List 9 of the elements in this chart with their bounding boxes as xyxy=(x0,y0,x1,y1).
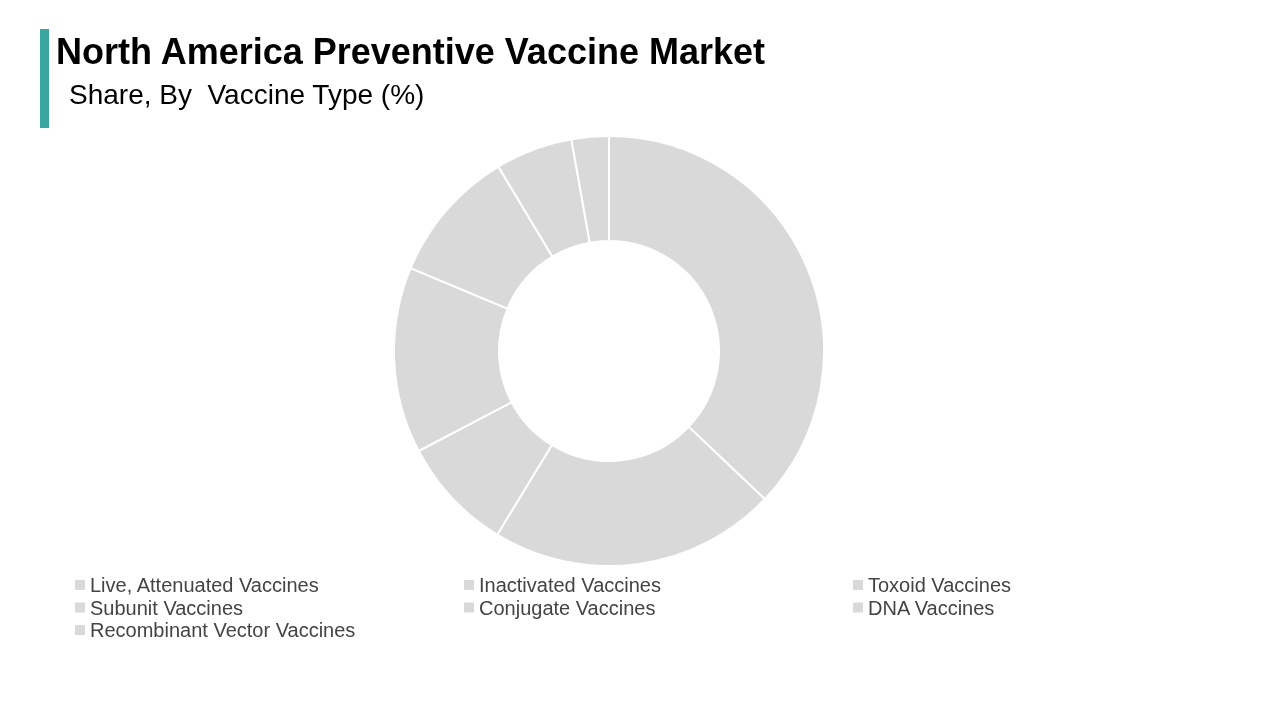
legend-label: Live, Attenuated Vaccines xyxy=(90,574,319,596)
chart-title: North America Preventive Vaccine Market xyxy=(56,31,766,72)
legend-label: Conjugate Vaccines xyxy=(479,596,656,619)
chart-subtitle: Share, By Vaccine Type (%) xyxy=(69,79,425,110)
legend-label: Inactivated Vaccines xyxy=(479,574,661,596)
legend-label: Subunit Vaccines xyxy=(90,596,244,619)
legend-label: Recombinant Vector Vaccines xyxy=(90,619,356,641)
legend-label: DNA Vaccines xyxy=(868,596,995,619)
legend-label: Toxoid Vaccines xyxy=(868,574,1012,596)
